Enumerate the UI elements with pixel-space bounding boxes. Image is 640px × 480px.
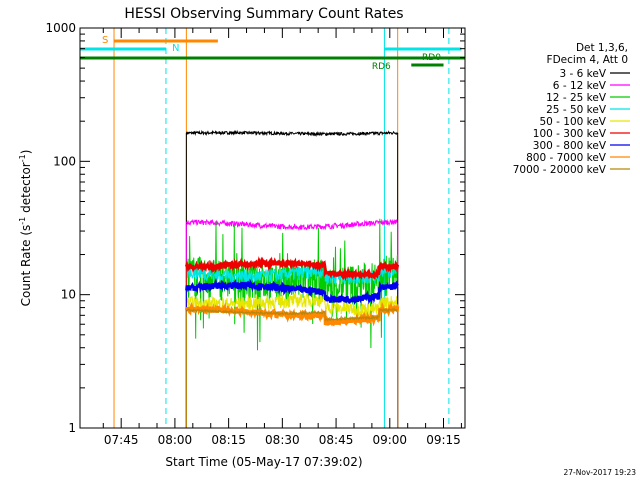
y-axis-label: Count Rate (s-1 detector-1) <box>18 150 33 307</box>
legend-entry-label: 800 - 7000 keV <box>526 152 607 164</box>
legend-entry-label: 7000 - 20000 keV <box>513 164 607 176</box>
legend-entry-label: 12 - 25 keV <box>546 92 607 104</box>
y-label-main: Count Rate (s <box>19 225 33 307</box>
saa-label: S <box>102 35 108 46</box>
series-line <box>185 129 399 138</box>
series-line <box>186 307 398 323</box>
series-line <box>184 256 400 282</box>
legend-header: Det 1,3,6, <box>576 42 628 54</box>
rd0-label: RD0 <box>422 53 441 63</box>
legend-entry-label: 25 - 50 keV <box>546 104 607 116</box>
legend-entry-label: 300 - 800 keV <box>533 140 607 152</box>
y-label-end: ) <box>19 150 33 155</box>
x-tick-label: 08:15 <box>211 433 246 447</box>
series-line <box>185 292 399 317</box>
y-tick-label: 10 <box>61 288 76 302</box>
y-label-sup2: -1 <box>18 154 27 162</box>
x-tick-label: 07:45 <box>104 433 139 447</box>
annotation-layer: S N RD0 RD6 <box>80 35 465 72</box>
plot-frame <box>79 27 466 429</box>
x-tick-label: 09:00 <box>372 433 407 447</box>
series-line <box>185 218 399 231</box>
y-axis: 1 10 100 1000 <box>45 21 465 435</box>
legend-entry-label: 6 - 12 keV <box>553 80 607 92</box>
legend-entry-label: 50 - 100 keV <box>539 116 606 128</box>
legend-header: FDecim 4, Att 0 <box>547 54 628 66</box>
x-axis: 07:45 08:00 08:15 08:30 08:45 09:00 09:15 <box>102 28 462 447</box>
y-label-mid: detector <box>19 162 33 217</box>
y-tick-label: 1000 <box>45 21 76 35</box>
series-layer <box>184 129 400 428</box>
series-line <box>184 301 400 327</box>
y-tick-label: 100 <box>53 154 76 168</box>
x-tick-label: 09:15 <box>426 433 461 447</box>
footer-timestamp: 27-Nov-2017 19:23 <box>564 468 637 477</box>
x-tick-label: 08:30 <box>265 433 300 447</box>
night-label: N <box>172 43 179 54</box>
legend-entry-label: 3 - 6 keV <box>559 68 606 80</box>
y-label-sup1: -1 <box>18 217 27 225</box>
x-tick-label: 08:45 <box>319 433 354 447</box>
rd6-label: RD6 <box>372 62 391 72</box>
chart-title: HESSI Observing Summary Count Rates <box>124 6 403 22</box>
legend-entry-label: 100 - 300 keV <box>533 128 607 140</box>
series-line <box>185 277 399 305</box>
x-axis-label: Start Time (05-May-17 07:39:02) <box>165 455 362 469</box>
x-tick-label: 08:00 <box>158 433 193 447</box>
y-tick-label: 1 <box>68 421 76 435</box>
